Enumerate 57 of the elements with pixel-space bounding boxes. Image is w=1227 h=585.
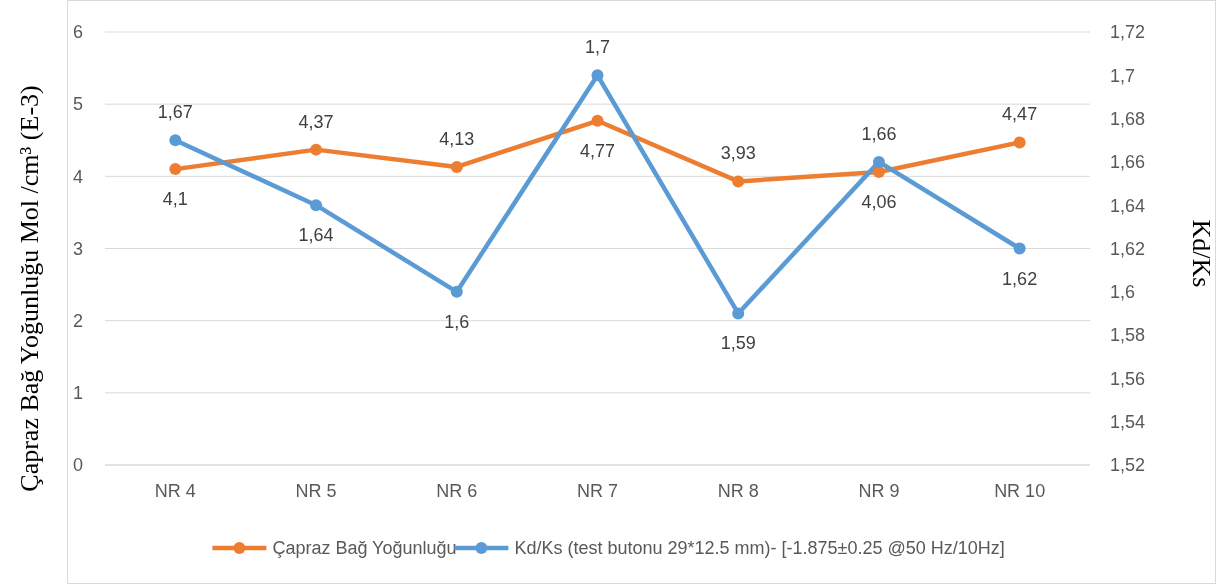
y2-tick-label: 1,66 — [1110, 152, 1146, 173]
x-tick-label: NR 9 — [858, 481, 900, 501]
y-axis-title: Çapraz Bağ Yoğunluğu Mol /cm³ (E-3) — [15, 85, 44, 492]
data-label: 1,62 — [1002, 268, 1038, 289]
x-tick-label: NR 8 — [717, 481, 759, 501]
data-label: 4,1 — [162, 189, 188, 210]
data-label: 4,77 — [579, 140, 616, 161]
data-label: 1,6 — [444, 311, 470, 332]
y2-tick-label: 1,62 — [1110, 238, 1146, 259]
data-label: 3,93 — [720, 143, 756, 164]
y2-tick-label: 1,52 — [1110, 455, 1146, 476]
data-label: 1,67 — [157, 102, 193, 123]
point — [732, 175, 745, 188]
data-label: 1,7 — [584, 37, 611, 58]
legend-label: Kd/Ks (test butonu 29*12.5 mm)- [-1.875±0.25 @50 Hz/10Hz] — [514, 538, 1005, 559]
point — [169, 163, 182, 176]
data-label: 4,06 — [861, 192, 897, 212]
y-tick-label: 4 — [72, 166, 83, 187]
y2-tick-label: 1,58 — [1110, 325, 1146, 346]
x-tick-label: NR 7 — [576, 481, 619, 501]
y-tick-label: 2 — [72, 310, 83, 331]
x-tick-label: NR 5 — [295, 481, 337, 501]
point — [591, 114, 604, 127]
point — [1013, 242, 1026, 255]
data-label: 4,13 — [439, 128, 475, 149]
point — [169, 134, 182, 147]
point — [591, 69, 604, 82]
x-tick-label: NR 10 — [994, 481, 1046, 501]
y-tick-label: 3 — [72, 238, 83, 259]
y2-tick-label: 1,6 — [1110, 282, 1136, 303]
y2-tick-label: 1,56 — [1110, 368, 1146, 389]
point — [450, 160, 463, 173]
y2-tick-label: 1,68 — [1110, 108, 1146, 129]
point — [310, 143, 323, 156]
y2-axis-title: Kd/Ks — [1187, 219, 1216, 288]
y2-tick-label: 1,54 — [1110, 412, 1146, 432]
y-tick-label: 1 — [72, 383, 83, 404]
y-tick-label: 5 — [72, 94, 83, 115]
data-label: 4,37 — [298, 111, 334, 132]
point — [450, 285, 463, 298]
y-tick-label: 6 — [72, 22, 83, 43]
x-tick-label: NR 4 — [154, 481, 196, 501]
y2-tick-label: 1,72 — [1110, 22, 1146, 43]
data-label: 1,64 — [298, 225, 334, 246]
data-label: 1,66 — [861, 123, 897, 144]
y2-tick-label: 1,7 — [1110, 65, 1136, 86]
data-label: 4,47 — [1002, 104, 1038, 125]
point — [872, 166, 885, 178]
y2-tick-label: 1,64 — [1110, 195, 1146, 216]
data-label: 1,59 — [720, 333, 756, 354]
point — [310, 199, 323, 212]
x-tick-label: NR 6 — [436, 481, 478, 501]
y-tick-label: 0 — [72, 455, 83, 476]
point — [1013, 136, 1026, 149]
point — [872, 155, 885, 168]
point — [732, 307, 745, 320]
legend-label: Çapraz Bağ Yoğunluğu — [272, 538, 457, 559]
